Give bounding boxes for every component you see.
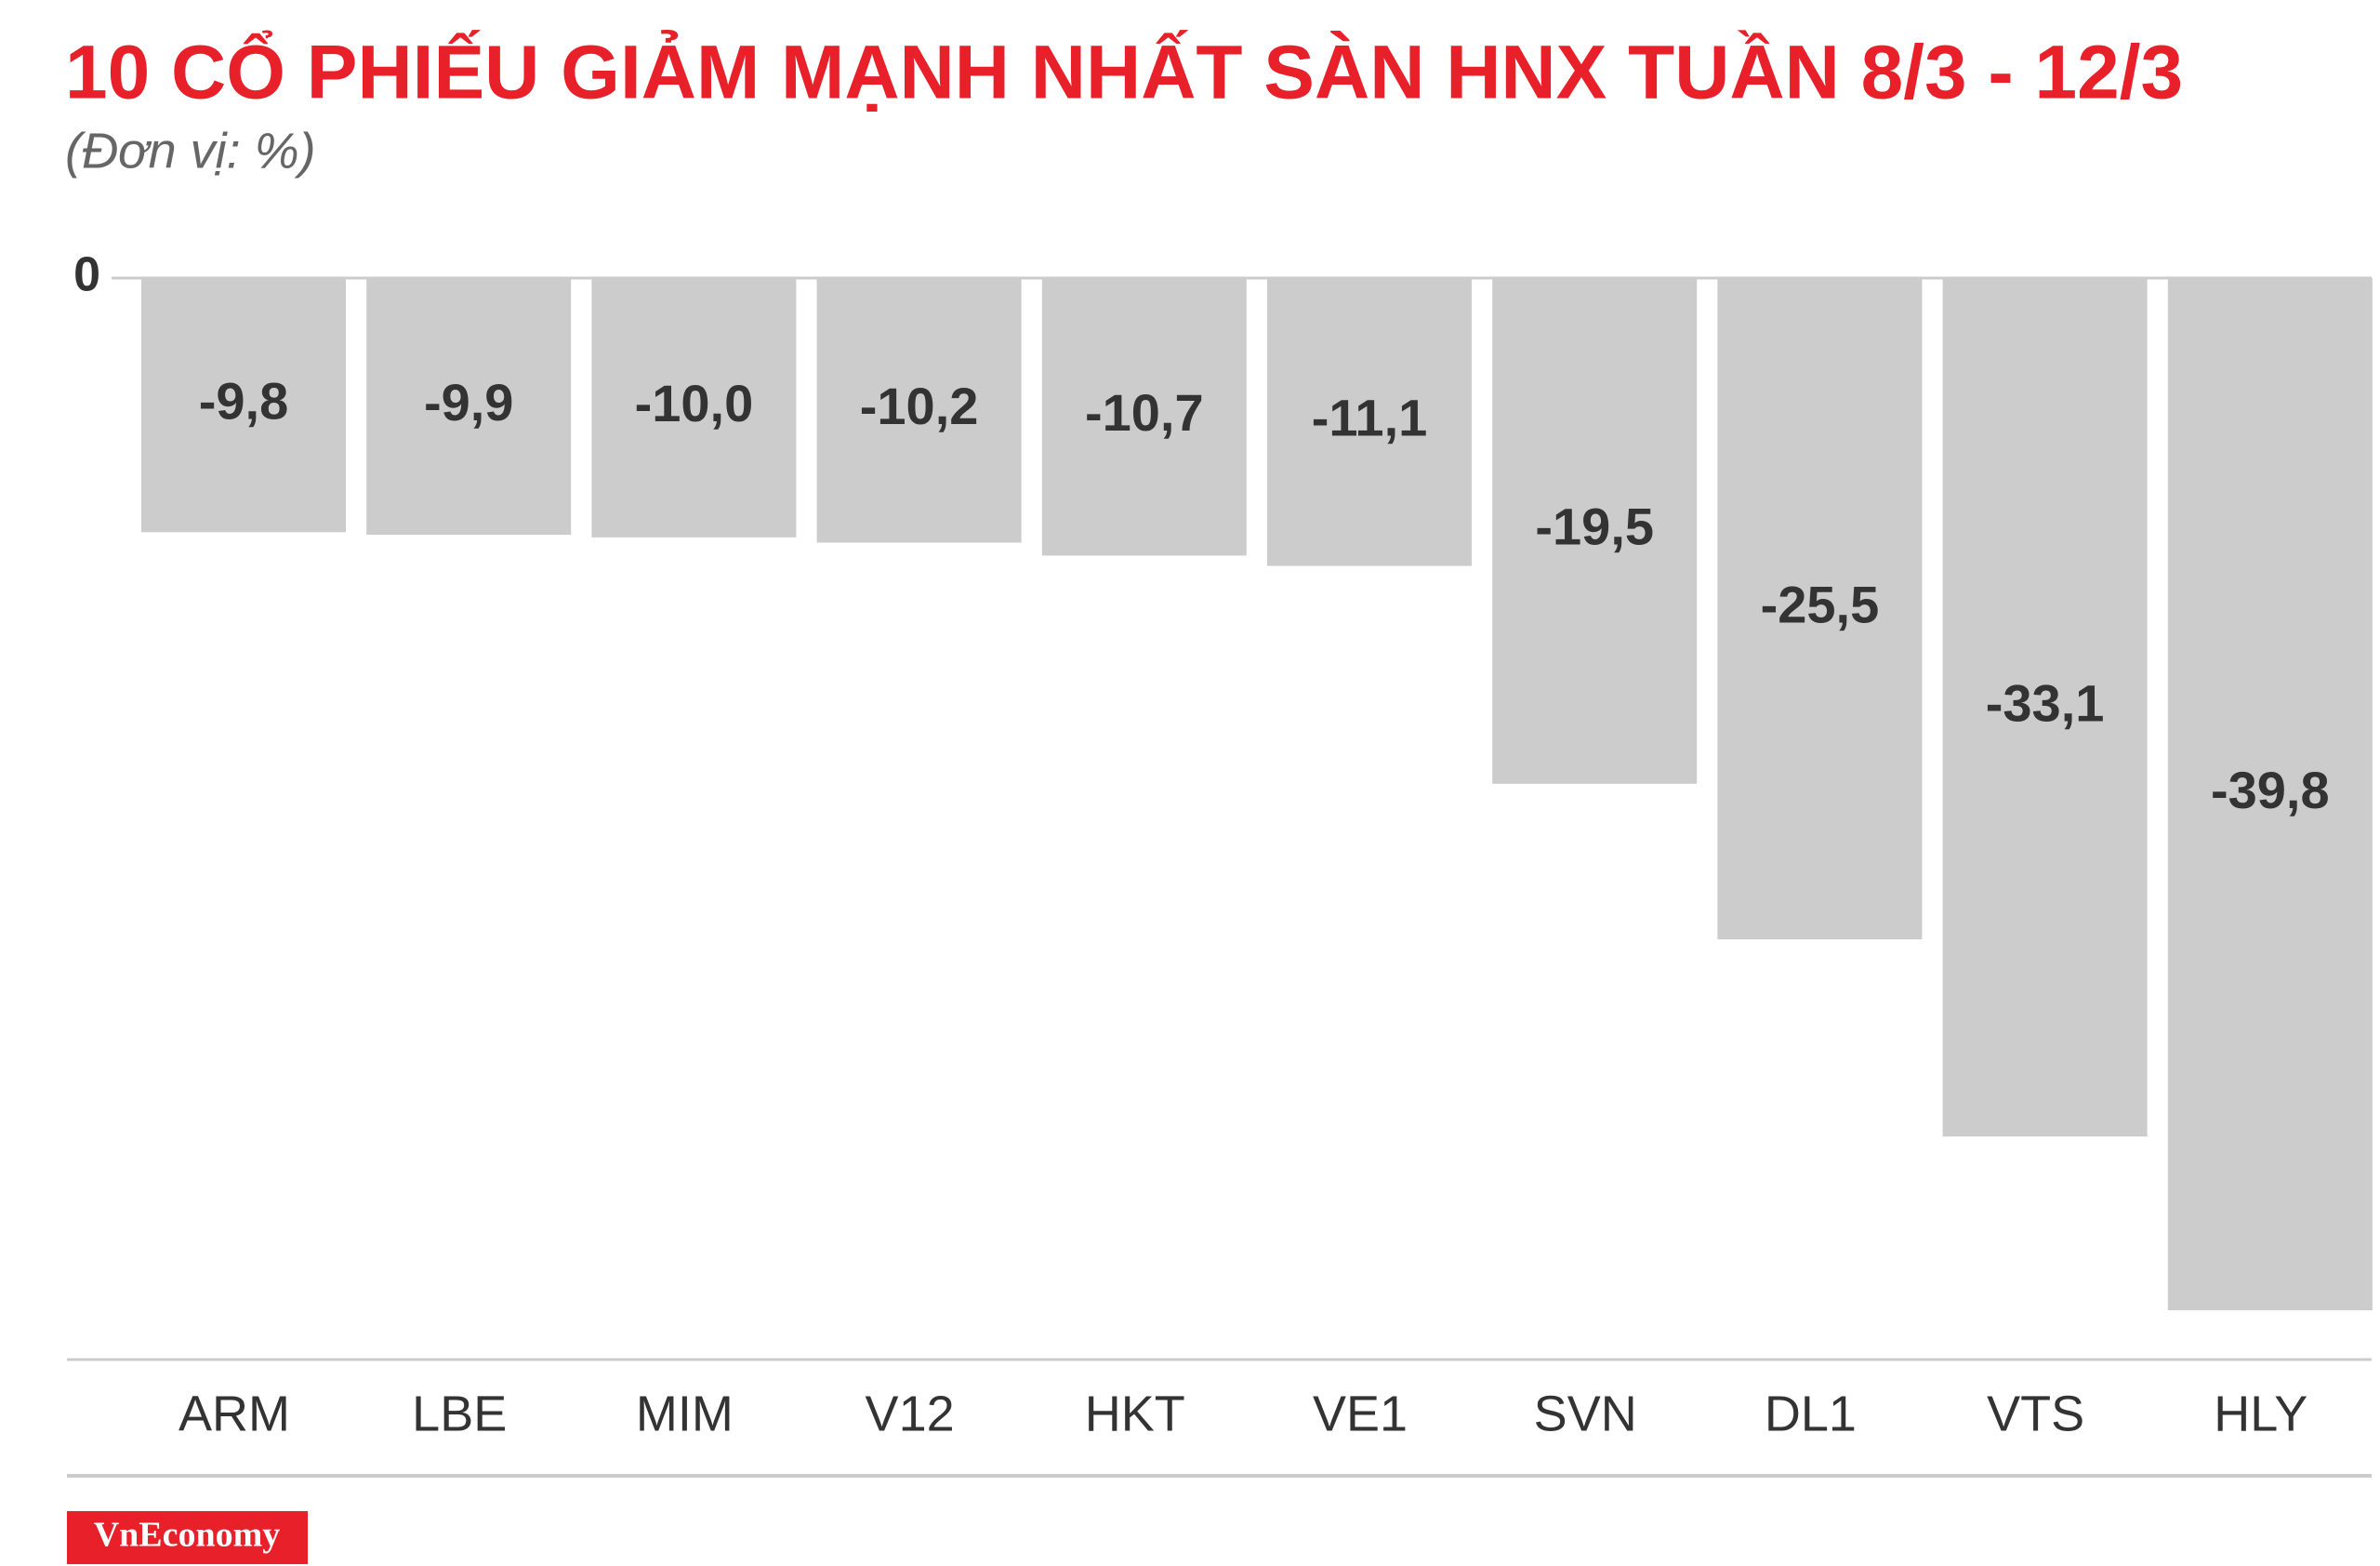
x-tick-label: VTS	[1987, 1386, 2084, 1441]
bar	[1267, 278, 1472, 566]
bar	[591, 278, 797, 537]
bar	[1717, 278, 1923, 940]
x-tick-label: V12	[866, 1386, 955, 1441]
value-label: -9,9	[424, 373, 514, 431]
x-tick-label: LBE	[412, 1386, 507, 1441]
bar	[1942, 278, 2148, 1137]
value-label: -33,1	[1986, 673, 2105, 732]
x-tick-label: HLY	[2214, 1386, 2307, 1441]
bar	[1492, 278, 1698, 784]
value-label: -10,2	[860, 377, 979, 435]
x-tick-label: SVN	[1534, 1386, 1637, 1441]
bar	[2167, 278, 2373, 1311]
x-tick-label: MIM	[636, 1386, 734, 1441]
chart-title: 10 CỔ PHIẾU GIẢM MẠNH NHẤT SÀN HNX TUẦN …	[65, 31, 2183, 115]
bar	[1041, 278, 1247, 556]
value-label: -9,8	[199, 371, 289, 430]
value-label: -39,8	[2211, 761, 2330, 819]
value-label: -10,0	[635, 374, 754, 432]
logo: VnEconomy	[94, 1516, 281, 1555]
value-label: -19,5	[1535, 498, 1654, 556]
x-tick-label: DL1	[1765, 1386, 1857, 1441]
x-tick-label: VE1	[1313, 1386, 1408, 1441]
value-label: -10,7	[1085, 383, 1204, 442]
x-tick-label: ARM	[178, 1386, 290, 1441]
value-label: -11,1	[1312, 389, 1428, 447]
bar	[816, 278, 1022, 543]
bar	[366, 278, 572, 536]
chart-subtitle: (Đơn vị: %)	[65, 123, 316, 179]
value-label: -25,5	[1761, 575, 1880, 633]
bar	[141, 278, 346, 533]
x-tick-label: HKT	[1085, 1386, 1185, 1441]
logo-box	[67, 1511, 308, 1564]
y-tick-label: 0	[73, 248, 100, 302]
